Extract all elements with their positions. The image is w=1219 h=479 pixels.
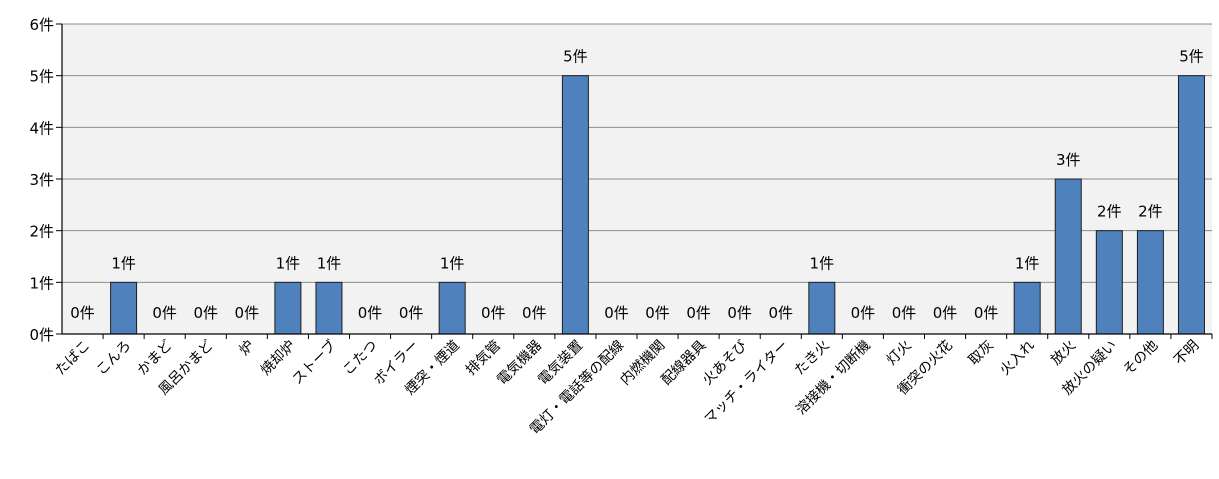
bar [1177, 75, 1205, 335]
data-label: 0件 [604, 304, 629, 322]
data-label: 1件 [1015, 254, 1040, 272]
data-label: 5件 [1179, 48, 1204, 66]
bar [1013, 281, 1041, 335]
category-label: 不明 [1171, 338, 1202, 369]
y-tick-label: 1件 [29, 274, 54, 292]
bar [274, 281, 302, 335]
bar [438, 281, 466, 335]
category-label: その他 [1120, 338, 1161, 379]
data-label: 5件 [563, 48, 588, 66]
data-label: 1件 [317, 254, 342, 272]
category-label: 炉 [236, 338, 257, 359]
data-label: 2件 [1138, 203, 1163, 221]
data-label: 0件 [193, 304, 218, 322]
y-tick-label: 0件 [29, 326, 54, 344]
category-label: 取灰 [966, 338, 997, 369]
y-tick-label: 2件 [29, 223, 54, 241]
data-label: 3件 [1056, 151, 1081, 169]
data-labels: 0件 1件 0件 0件 0件 1件 1件 0件 0件 1件 0件 0件 5件 0件 0件 0件 0件 0件 1件 0件… [70, 48, 1203, 322]
bar [110, 281, 138, 335]
bars [110, 75, 1205, 335]
data-label: 0件 [974, 304, 999, 322]
category-label: こんろ [93, 338, 134, 379]
y-tick-label: 4件 [29, 119, 54, 137]
x-axis-category-labels: たばこ こんろ かまど風呂かまど炉焼却炉ストーブ こたつボイラー煙突・煙道 排気管電気機… [52, 337, 1202, 438]
data-label: 0件 [358, 304, 383, 322]
data-label: 0件 [152, 304, 177, 322]
gridlines [56, 23, 1213, 339]
data-label: 0件 [399, 304, 424, 322]
category-label: 火入れ [997, 338, 1038, 379]
category-label: 内燃機関 [617, 337, 669, 389]
data-label: 0件 [686, 304, 711, 322]
category-label: たばこ [52, 338, 93, 379]
data-label: 1件 [111, 254, 136, 272]
y-tick-label: 3件 [29, 171, 54, 189]
bar [1095, 230, 1123, 335]
data-label: 0件 [522, 304, 547, 322]
y-tick-label: 5件 [29, 68, 54, 86]
category-label: 灯火 [884, 338, 915, 369]
data-label: 1件 [276, 254, 301, 272]
data-label: 1件 [810, 254, 835, 272]
data-label: 0件 [892, 304, 917, 322]
data-label: 0件 [235, 304, 260, 322]
bar [561, 75, 589, 335]
y-axis-tick-labels: 0件 1件 2件 3件 4件 5件 6件 [29, 16, 54, 344]
data-label: 0件 [933, 304, 958, 322]
bar [315, 281, 343, 335]
category-label: 配線器具 [659, 338, 710, 389]
category-label: ストーブ [289, 337, 340, 388]
bar [808, 281, 836, 335]
data-label: 1件 [440, 254, 465, 272]
data-label: 0件 [851, 304, 876, 322]
data-label: 0件 [727, 304, 752, 322]
category-label: 電気機器 [494, 338, 545, 389]
data-label: 0件 [768, 304, 793, 322]
category-label: 放火 [1048, 338, 1079, 369]
data-label: 0件 [70, 304, 95, 322]
bar [1136, 230, 1164, 335]
data-label: 2件 [1097, 203, 1122, 221]
y-tick-label: 6件 [29, 16, 54, 34]
data-label: 0件 [645, 304, 670, 322]
data-label: 0件 [481, 304, 506, 322]
category-label: 溶接機・切断機 [792, 337, 873, 418]
axes [61, 24, 1212, 335]
bar [1054, 178, 1082, 335]
